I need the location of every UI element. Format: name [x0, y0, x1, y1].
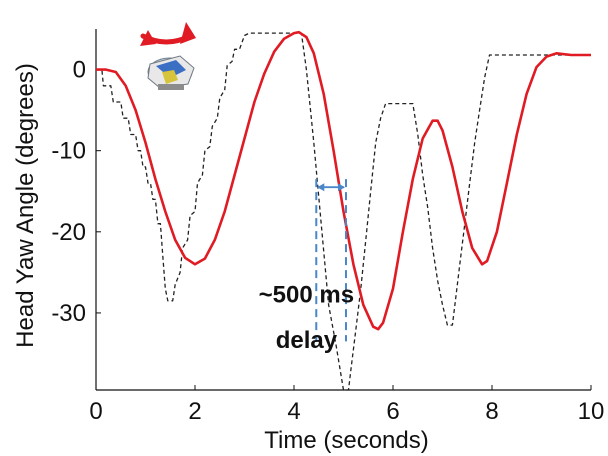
x-tick-label: 4	[287, 398, 300, 425]
commanded-yaw-dashed-line	[96, 32, 591, 391]
delay-annotation-label: delay	[276, 327, 338, 354]
delay-arrowhead-left	[317, 183, 325, 192]
x-tick-label: 8	[485, 398, 498, 425]
delay-arrowhead-right	[337, 183, 345, 192]
y-tick-label: -20	[51, 219, 86, 246]
x-tick-label: 2	[188, 398, 201, 425]
x-tick-label: 6	[386, 398, 399, 425]
x-tick-label: 0	[89, 398, 102, 425]
measured-yaw-line	[96, 30, 591, 331]
rotating-head-icon	[140, 22, 196, 90]
y-tick-label: 0	[73, 57, 86, 84]
y-tick-label: -10	[51, 138, 86, 165]
y-axis-title: Head Yaw Angle (degrees)	[12, 63, 39, 348]
x-tick-label: 10	[578, 398, 605, 425]
delay-annotation-value: ~500 ms	[259, 281, 354, 308]
y-tick-label: -30	[51, 300, 86, 327]
x-axis-title: Time (seconds)	[264, 427, 428, 454]
